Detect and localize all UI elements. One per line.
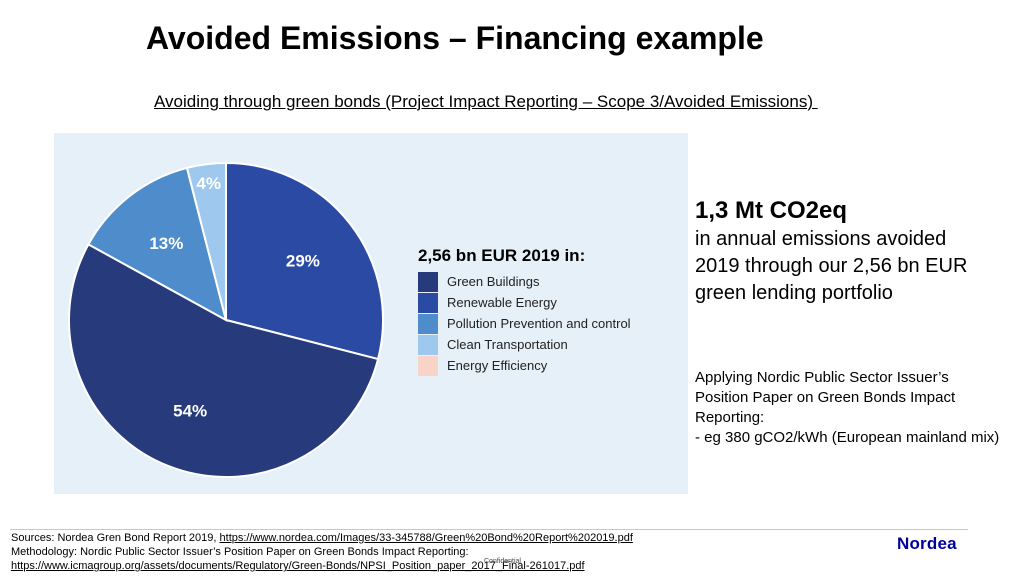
legend-swatch: [418, 355, 438, 376]
pie-slice-pollution-prevention-and-control: [87, 166, 228, 322]
summary-line: in annual emissions avoided: [695, 228, 947, 250]
legend-item-energy-efficiency: Energy Efficiency: [418, 355, 631, 376]
pie-data-label: 4%: [196, 174, 221, 193]
summary-line: 2019 through our 2,56 bn EUR: [695, 255, 968, 277]
pie-slice-clean-transportation: [185, 161, 227, 321]
legend-title: 2,56 bn EUR 2019 in:: [418, 246, 586, 265]
legend-label: Clean Transportation: [447, 337, 568, 352]
legend-item-renewable-energy: Renewable Energy: [418, 292, 631, 313]
legend-label: Pollution Prevention and control: [447, 316, 631, 331]
pie-slice-renewable-energy: [225, 161, 384, 361]
emissions-headline: 1,3 Mt CO2eq: [695, 197, 848, 224]
sources-line: Sources: Nordea Gren Bond Report 2019, h…: [11, 531, 633, 545]
legend-label: Energy Efficiency: [447, 358, 548, 373]
footer-sources: Sources: Nordea Gren Bond Report 2019, h…: [11, 531, 633, 573]
sources-prefix: Sources: Nordea Gren Bond Report 2019,: [11, 532, 220, 544]
summary-line: green lending portfolio: [695, 282, 893, 304]
chart-panel: 29% 54% 13% 4% 2,56 bn EUR 2019 in: Green B…: [54, 133, 688, 494]
methodology-line: Methodology: Nordic Public Sector Issuer…: [11, 546, 469, 558]
sources-link[interactable]: https://www.nordea.com/Images/33-345788/…: [219, 532, 633, 544]
methodology-link[interactable]: https://www.icmagroup.org/assets/documen…: [11, 560, 585, 572]
page-subtitle: Avoiding through green bonds (Project Im…: [154, 92, 818, 111]
legend-item-clean-transportation: Clean Transportation: [418, 334, 631, 355]
confidential-label: Confidential: [484, 558, 521, 565]
pie-slice-green-buildings: [68, 243, 380, 478]
legend-item-green-buildings: Green Buildings: [418, 271, 631, 292]
nordea-logo: Nordea: [897, 534, 957, 553]
methodology-link-line: https://www.icmagroup.org/assets/documen…: [11, 559, 633, 573]
method-line: Position Paper on Green Bonds Impact: [695, 389, 956, 406]
method-line: Applying Nordic Public Sector Issuer’s: [695, 369, 949, 386]
legend-swatch: [418, 334, 438, 355]
legend-swatch: [418, 292, 438, 313]
legend: Green Buildings Renewable Energy Polluti…: [418, 271, 631, 376]
pie-data-label: 29%: [286, 251, 320, 270]
legend-item-pollution-prevention: Pollution Prevention and control: [418, 313, 631, 334]
legend-label: Green Buildings: [447, 274, 540, 289]
legend-swatch: [418, 313, 438, 334]
emissions-summary: 1,3 Mt CO2eq in annual emissions avoided…: [695, 196, 1015, 307]
pie-chart: 29% 54% 13% 4%: [68, 161, 384, 478]
footer-divider: [10, 529, 968, 530]
methodology-note: Applying Nordic Public Sector Issuer’s P…: [695, 368, 1015, 448]
method-line: Reporting:: [695, 409, 765, 426]
legend-swatch: [418, 271, 438, 292]
page-title: Avoided Emissions – Financing example: [146, 20, 764, 56]
pie-data-label: 54%: [173, 402, 207, 421]
legend-label: Renewable Energy: [447, 295, 557, 310]
method-line: - eg 380 gCO2/kWh (European mainland mix…: [695, 429, 1000, 446]
pie-data-label: 13%: [149, 234, 183, 253]
